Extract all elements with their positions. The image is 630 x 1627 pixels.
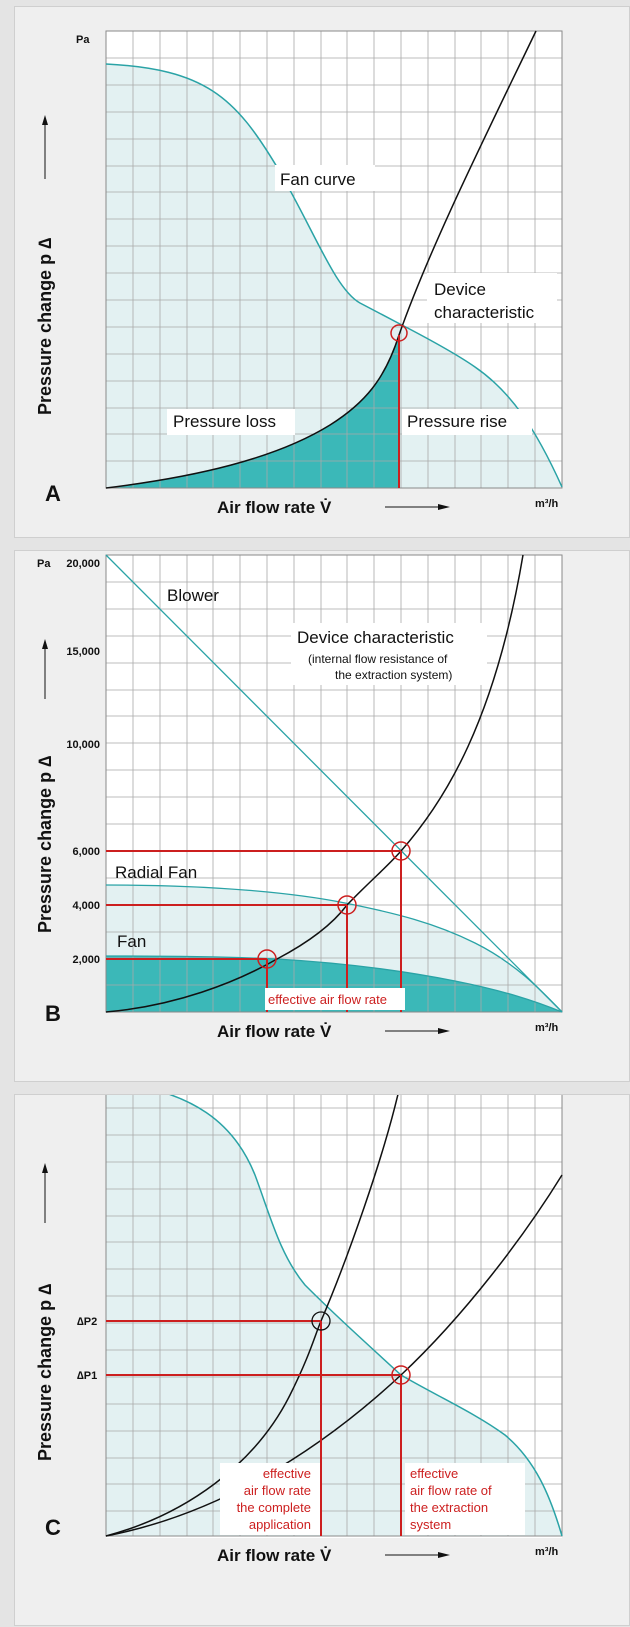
chart-c-left-label-1: effective bbox=[263, 1466, 311, 1481]
chart-b-svg: Blower Device characteristic (internal f… bbox=[35, 554, 563, 1041]
chart-c-operating-lines bbox=[106, 1320, 402, 1536]
chart-b-y-tick-10000: 10,000 bbox=[66, 739, 100, 751]
chart-c-letter: C bbox=[45, 1515, 61, 1540]
chart-c-svg: effective air flow rate the complete app… bbox=[35, 1095, 563, 1565]
chart-a-label-bg-fan bbox=[275, 165, 375, 191]
chart-c-left-label-3: the complete bbox=[237, 1500, 311, 1515]
chart-b-x-unit: m³/h bbox=[535, 1022, 559, 1034]
chart-b-operating-point-blower bbox=[391, 841, 411, 861]
chart-b-plot-border bbox=[105, 554, 563, 1013]
chart-a-fan-area bbox=[106, 64, 562, 488]
chart-b-effective-label-bg bbox=[265, 988, 405, 1010]
chart-b-radial-fan-line bbox=[105, 884, 563, 1013]
chart-a-x-arrow-head bbox=[438, 504, 450, 510]
chart-b-device-sub-1: (internal flow resistance of bbox=[308, 652, 448, 666]
chart-c-y-tick-p2: ∆P2 bbox=[77, 1316, 97, 1328]
chart-b-fan-area bbox=[106, 956, 562, 1012]
chart-a-fan-curve-label: Fan curve bbox=[280, 170, 356, 189]
chart-b-x-label: Air flow rate V̇ bbox=[217, 1022, 332, 1041]
chart-b-device-title: Device characteristic bbox=[297, 628, 454, 647]
chart-c-y-tick-p1: ∆P1 bbox=[77, 1370, 97, 1382]
chart-a-grid bbox=[106, 31, 562, 488]
chart-a-pressure-loss-label: Pressure loss bbox=[173, 412, 276, 431]
chart-c-right-label-2: air flow rate of bbox=[410, 1483, 492, 1498]
chart-b-device-characteristic-line bbox=[105, 554, 524, 1013]
chart-b-operating-lines bbox=[106, 850, 402, 1012]
chart-panel-c: effective air flow rate the complete app… bbox=[14, 1094, 630, 1626]
chart-b-y-unit: Pa bbox=[37, 558, 51, 570]
chart-a-y-arrow-head bbox=[42, 115, 48, 125]
chart-a-label-bg-device bbox=[427, 273, 557, 323]
chart-a-plot-border bbox=[105, 30, 563, 489]
chart-c-y-label: Pressure change p ∆ bbox=[35, 1284, 55, 1461]
chart-b-fan-label: Fan bbox=[117, 932, 146, 951]
chart-c-x-unit: m³/h bbox=[535, 1546, 559, 1558]
chart-b-device-sub-2: the extraction system) bbox=[335, 668, 452, 682]
chart-a-pressure-loss-area bbox=[106, 335, 399, 488]
chart-c-right-label-3: the extraction bbox=[410, 1500, 488, 1515]
chart-c-plot-border bbox=[105, 1095, 563, 1537]
chart-c-right-label-bg bbox=[405, 1463, 525, 1535]
chart-a-svg: Fan curve Device characteristic Pressure… bbox=[35, 30, 563, 517]
chart-a-device-characteristic-line bbox=[105, 30, 537, 489]
chart-b-fan-line bbox=[105, 955, 563, 1013]
chart-c-left-label-bg bbox=[220, 1463, 320, 1535]
chart-panel-a: Fan curve Device characteristic Pressure… bbox=[14, 6, 630, 538]
chart-c-right-label-4: system bbox=[410, 1517, 451, 1532]
chart-b-operating-point-fan bbox=[257, 949, 277, 969]
chart-c-y-arrow-head bbox=[42, 1163, 48, 1173]
chart-c-x-label: Air flow rate V̇ bbox=[217, 1546, 332, 1565]
chart-b-y-ticks: 20,000 15,000 10,000 6,000 4,000 2,000 bbox=[66, 558, 100, 966]
chart-c-right-label-1: effective bbox=[410, 1466, 458, 1481]
chart-c-x-arrow-head bbox=[438, 1552, 450, 1558]
chart-a-letter: A bbox=[45, 481, 61, 506]
chart-b-y-arrow-head bbox=[42, 639, 48, 649]
chart-b-radial-fan-label: Radial Fan bbox=[115, 863, 197, 882]
chart-a-y-unit: Pa bbox=[76, 34, 90, 46]
chart-a-x-label: Air flow rate V̇ bbox=[217, 498, 332, 517]
chart-c-left-label-2: air flow rate bbox=[244, 1483, 311, 1498]
chart-b-blower-line bbox=[105, 554, 563, 1013]
chart-b-blower-label: Blower bbox=[167, 586, 219, 605]
chart-b-y-tick-15000: 15,000 bbox=[66, 646, 100, 658]
chart-a-device-label-1: Device bbox=[434, 280, 486, 299]
chart-b-y-tick-4000: 4,000 bbox=[72, 900, 100, 912]
chart-a-operating-point bbox=[390, 324, 408, 342]
chart-b-y-label: Pressure change p ∆ bbox=[35, 756, 55, 933]
chart-b-y-tick-20000: 20,000 bbox=[66, 558, 100, 570]
chart-c-operating-point-p2 bbox=[311, 1311, 331, 1331]
chart-a-x-unit: m³/h bbox=[535, 498, 559, 510]
chart-a-label-bg-rise bbox=[402, 409, 532, 435]
chart-a-pressure-rise-label: Pressure rise bbox=[407, 412, 507, 431]
chart-c-operating-point-p1 bbox=[391, 1365, 411, 1385]
chart-panel-b: Blower Device characteristic (internal f… bbox=[14, 550, 630, 1082]
chart-b-y-tick-6000: 6,000 bbox=[72, 846, 100, 858]
chart-a-fan-curve-line bbox=[105, 63, 563, 488]
chart-b-x-arrow-head bbox=[438, 1028, 450, 1034]
chart-c-fan-area bbox=[106, 1095, 562, 1536]
chart-a-label-bg-loss bbox=[167, 409, 295, 435]
chart-b-y-tick-2000: 2,000 bbox=[72, 954, 100, 966]
chart-b-effective-label: effective air flow rate bbox=[268, 992, 387, 1007]
chart-a-y-label: Pressure change p ∆ bbox=[35, 238, 55, 415]
chart-c-left-label-4: application bbox=[249, 1517, 311, 1532]
chart-c-complete-application-line bbox=[105, 1095, 399, 1537]
chart-b-operating-point-radial bbox=[337, 895, 357, 915]
chart-b-letter: B bbox=[45, 1001, 61, 1026]
chart-b-label-bg-device bbox=[291, 623, 487, 685]
chart-a-device-label-2: characteristic bbox=[434, 303, 535, 322]
